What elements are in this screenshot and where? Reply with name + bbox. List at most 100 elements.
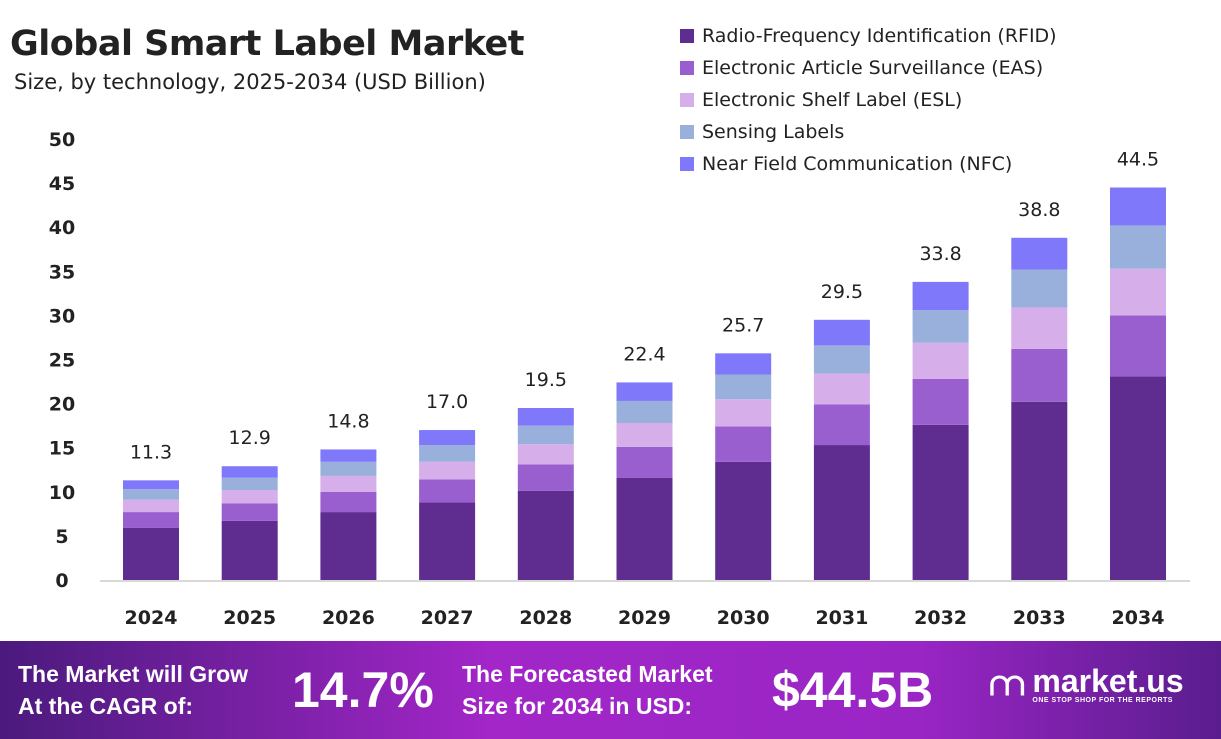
bar-segment-4 bbox=[616, 400, 673, 424]
bar-segment-3 bbox=[123, 499, 179, 513]
bar-segment-1 bbox=[912, 424, 969, 580]
legend-label: Sensing Labels bbox=[702, 121, 845, 143]
legend-swatch bbox=[680, 125, 694, 139]
bar-segment-1 bbox=[419, 502, 476, 580]
bar-segment-1 bbox=[320, 512, 377, 580]
y-tick-label: 0 bbox=[55, 570, 68, 592]
forecast-caption: The Forecasted Market Size for 2034 in U… bbox=[462, 658, 713, 722]
bar-segment-5 bbox=[320, 449, 377, 462]
bar-segment-5 bbox=[419, 430, 476, 446]
bar-segment-3 bbox=[1011, 307, 1068, 349]
bar-segment-4 bbox=[1110, 225, 1166, 269]
total-data-label: 17.0 bbox=[426, 391, 468, 413]
bar-segment-2 bbox=[616, 446, 673, 478]
total-data-label: 11.3 bbox=[130, 441, 172, 463]
bar-segment-3 bbox=[813, 373, 870, 405]
bar-segment-3 bbox=[320, 475, 377, 492]
bar-segment-4 bbox=[221, 477, 278, 491]
bar-segment-1 bbox=[1011, 401, 1068, 580]
bar-segment-1 bbox=[616, 477, 673, 580]
bar-segment-5 bbox=[912, 281, 969, 311]
bar-segment-2 bbox=[813, 404, 870, 446]
legend-item-nfc: Near Field Communication (NFC) bbox=[680, 148, 1057, 180]
bar-segment-4 bbox=[715, 374, 772, 400]
forecast-value: $44.5B bbox=[772, 662, 934, 718]
bar-segment-2 bbox=[221, 503, 278, 521]
bar-segment-4 bbox=[1011, 269, 1068, 308]
total-data-label: 38.8 bbox=[1018, 199, 1060, 221]
total-data-label: 14.8 bbox=[327, 410, 369, 432]
y-tick-label: 45 bbox=[49, 173, 75, 195]
bar-segment-2 bbox=[320, 491, 377, 513]
bar-segment-4 bbox=[813, 345, 870, 374]
bar-segment-5 bbox=[616, 382, 673, 401]
logo-name: market.us bbox=[1032, 663, 1184, 699]
bar-segment-1 bbox=[123, 527, 179, 580]
y-tick-label: 20 bbox=[49, 394, 75, 416]
bar-segment-3 bbox=[616, 423, 673, 447]
bar-segment-4 bbox=[123, 489, 179, 500]
legend-item-esl: Electronic Shelf Label (ESL) bbox=[680, 84, 1057, 116]
y-tick-label: 40 bbox=[49, 217, 75, 239]
total-data-label: 44.5 bbox=[1117, 149, 1159, 171]
legend-swatch bbox=[680, 93, 694, 107]
total-data-label: 25.7 bbox=[722, 314, 764, 336]
bar-segment-3 bbox=[221, 490, 278, 504]
y-tick-label: 5 bbox=[55, 526, 68, 548]
y-tick-label: 50 bbox=[49, 129, 75, 151]
cagr-caption-line: At the CAGR of: bbox=[18, 693, 194, 719]
x-tick-label: 2032 bbox=[914, 607, 967, 629]
x-tick-label: 2033 bbox=[1013, 607, 1066, 629]
bar-segment-2 bbox=[1011, 348, 1068, 402]
y-tick-label: 25 bbox=[49, 350, 75, 372]
total-data-label: 29.5 bbox=[821, 281, 863, 303]
bar-segment-1 bbox=[715, 461, 772, 580]
cagr-caption: The Market will Grow At the CAGR of: bbox=[18, 658, 248, 722]
bar-segment-2 bbox=[419, 479, 476, 503]
bar-segment-5 bbox=[221, 466, 278, 478]
bar-segment-5 bbox=[1011, 237, 1068, 270]
legend-label: Near Field Communication (NFC) bbox=[702, 153, 1013, 175]
bar-segment-3 bbox=[912, 342, 969, 379]
bar-segment-1 bbox=[1110, 376, 1166, 580]
total-data-label: 33.8 bbox=[919, 243, 961, 265]
total-data-label: 12.9 bbox=[229, 427, 271, 449]
cagr-caption-line: The Market will Grow bbox=[18, 661, 249, 687]
x-tick-label: 2027 bbox=[421, 607, 474, 629]
bar-segment-3 bbox=[715, 399, 772, 427]
legend-item-sensing: Sensing Labels bbox=[680, 116, 1057, 148]
stacked-bar-chart: 0510152025303540455011.3202412.9202514.8… bbox=[49, 129, 1190, 629]
bar-segment-5 bbox=[517, 408, 574, 426]
bar-segment-1 bbox=[517, 490, 574, 580]
legend-label: Electronic Shelf Label (ESL) bbox=[702, 89, 963, 111]
x-tick-label: 2034 bbox=[1112, 607, 1165, 629]
total-data-label: 19.5 bbox=[525, 369, 567, 391]
logo-icon: ⩋ bbox=[990, 665, 1025, 703]
bar-segment-4 bbox=[419, 445, 476, 462]
bar-segment-4 bbox=[320, 461, 377, 476]
bar-segment-2 bbox=[715, 426, 772, 462]
bar-segment-5 bbox=[715, 353, 772, 375]
legend-item-eas: Electronic Article Surveillance (EAS) bbox=[680, 52, 1057, 84]
x-tick-label: 2029 bbox=[618, 607, 671, 629]
x-tick-label: 2028 bbox=[519, 607, 572, 629]
logo-tagline: ONE STOP SHOP FOR THE REPORTS bbox=[1032, 697, 1173, 704]
bar-segment-3 bbox=[419, 461, 476, 480]
bar-segment-4 bbox=[912, 310, 969, 343]
legend: Radio-Frequency Identification (RFID) El… bbox=[680, 20, 1057, 180]
y-tick-label: 35 bbox=[49, 261, 75, 283]
bar-segment-2 bbox=[123, 512, 179, 528]
bar-segment-1 bbox=[813, 445, 870, 580]
x-tick-label: 2031 bbox=[815, 607, 868, 629]
bar-segment-3 bbox=[517, 444, 574, 465]
legend-label: Radio-Frequency Identification (RFID) bbox=[702, 25, 1057, 47]
chart-subtitle: Size, by technology, 2025-2034 (USD Bill… bbox=[14, 70, 486, 94]
legend-swatch bbox=[680, 29, 694, 43]
forecast-caption-line: The Forecasted Market bbox=[462, 661, 713, 687]
legend-swatch bbox=[680, 61, 694, 75]
bar-segment-5 bbox=[1110, 187, 1166, 226]
x-tick-label: 2030 bbox=[717, 607, 770, 629]
legend-item-rfid: Radio-Frequency Identification (RFID) bbox=[680, 20, 1057, 52]
x-tick-label: 2026 bbox=[322, 607, 375, 629]
footer-banner: The Market will Grow At the CAGR of: 14.… bbox=[0, 641, 1221, 739]
